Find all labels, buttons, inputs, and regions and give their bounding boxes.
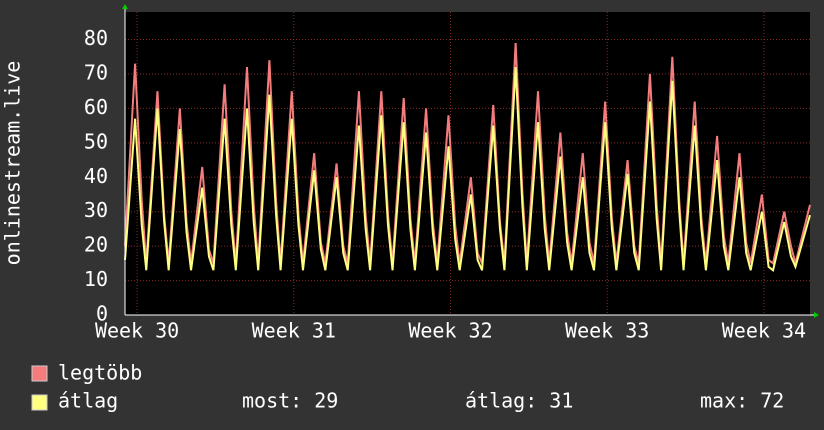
stat: átlag: 31 [465,389,573,413]
legend-label: legtöbb [58,361,142,385]
axis-arrow [122,4,128,9]
x-tick-label: Week 33 [565,319,649,343]
y-tick-label: 10 [84,267,108,291]
x-tick-label: Week 30 [95,319,179,343]
y-tick-label: 30 [84,198,108,222]
legend-swatch [31,365,48,382]
x-tick-label: Week 32 [408,319,492,343]
legend-label: átlag [58,389,118,413]
y-tick-label: 20 [84,233,108,257]
series-line [124,67,811,272]
plot-area [125,12,810,315]
y-axis-label: onlinestream.live [1,61,25,266]
y-tick-label: 60 [84,95,108,119]
x-tick-label: Week 34 [722,319,806,343]
axis-arrow [814,312,819,318]
y-tick-label: 0 [96,302,108,326]
y-tick-label: 70 [84,60,108,84]
stat: most: 29 [242,389,338,413]
y-tick-label: 80 [84,26,108,50]
legend-swatch [31,394,48,411]
stat: max: 72 [700,389,784,413]
y-tick-label: 40 [84,164,108,188]
y-tick-label: 50 [84,129,108,153]
x-tick-label: Week 31 [252,319,336,343]
